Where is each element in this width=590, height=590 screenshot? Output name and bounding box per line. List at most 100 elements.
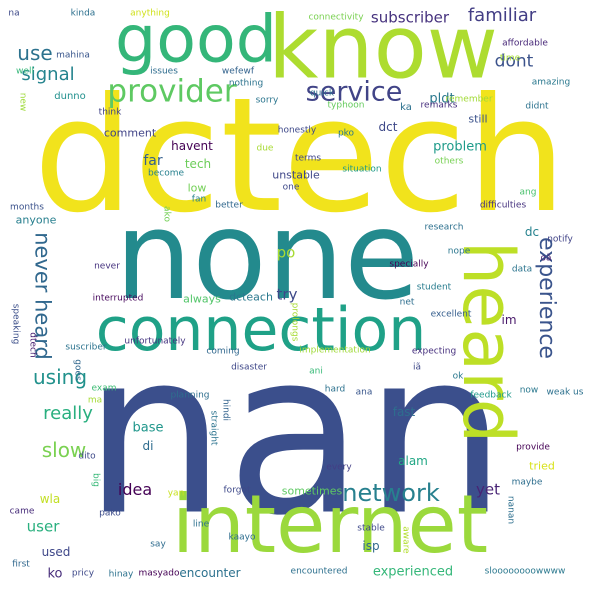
word: difficulties — [479, 200, 527, 211]
word: due — [256, 143, 274, 154]
word: fan — [191, 194, 207, 205]
word: coming — [206, 346, 240, 357]
word: masyado — [138, 568, 180, 579]
word: remarks — [420, 100, 458, 111]
word: use — [17, 41, 53, 65]
word: pko — [337, 128, 355, 139]
word: pldt — [429, 91, 455, 107]
word: nope — [447, 246, 471, 257]
word: service — [305, 76, 403, 108]
word: student — [416, 282, 452, 293]
word: po — [276, 243, 296, 262]
word: specially — [389, 259, 429, 270]
word: anything — [130, 8, 170, 19]
word: hard — [324, 384, 346, 395]
word: isp — [362, 539, 380, 553]
word: dunno — [54, 91, 86, 102]
word: issues — [150, 66, 178, 77]
word: dc tech — [33, 64, 567, 248]
word: connectivity — [308, 12, 364, 23]
word: tried — [529, 459, 555, 473]
word: na — [8, 8, 20, 19]
word: line — [192, 519, 210, 530]
word: ko — [47, 566, 63, 582]
word: experienced — [372, 564, 454, 580]
word: research — [424, 222, 464, 233]
word: say — [150, 539, 166, 550]
word: kaayo — [228, 532, 256, 543]
word: know — [268, 0, 498, 99]
word: feedback — [470, 390, 512, 401]
word: typhoon — [327, 100, 365, 111]
word: every — [326, 462, 352, 473]
word: forgot — [223, 485, 251, 496]
word: always — [183, 292, 221, 306]
word: didnt — [525, 101, 549, 112]
word: wefewf — [221, 66, 255, 77]
word: none — [114, 185, 420, 327]
word: dito — [78, 451, 96, 462]
word: good — [114, 2, 278, 78]
word: kinda — [70, 8, 96, 19]
word: pricy — [71, 568, 95, 579]
word: sometimes — [281, 484, 343, 498]
word: suscriber — [65, 342, 107, 353]
word: far — [143, 153, 163, 169]
word: ok — [452, 371, 464, 382]
word: months — [10, 202, 44, 213]
word: aware — [400, 526, 411, 554]
word: well — [16, 66, 34, 77]
word: maybe — [511, 477, 543, 488]
word: yan — [167, 488, 185, 499]
word: provide — [516, 442, 550, 453]
word: big — [90, 473, 101, 487]
word: hinay — [108, 569, 134, 580]
word: ang — [519, 187, 537, 198]
word: network — [342, 479, 440, 507]
word: oã — [540, 253, 552, 264]
word: dont — [494, 51, 534, 72]
word: better — [215, 200, 243, 211]
word: affordable — [502, 38, 548, 49]
word: speaking — [10, 303, 21, 345]
word: time — [499, 53, 521, 64]
word: ka — [400, 102, 412, 113]
word: situation — [342, 164, 382, 175]
word: anyone — [15, 213, 57, 227]
word: wla — [39, 492, 61, 506]
word: implementation — [299, 345, 371, 356]
word: came — [9, 506, 35, 517]
word: user — [26, 517, 60, 536]
word: slow — [41, 438, 87, 462]
word: become — [147, 168, 185, 179]
word: fast — [392, 405, 416, 419]
word: subscriber — [370, 8, 450, 27]
word: familiar — [467, 5, 537, 26]
word: ma — [87, 395, 103, 406]
word: ana — [355, 387, 373, 398]
word: try — [276, 285, 298, 304]
word: internet — [171, 478, 489, 571]
word: still — [468, 112, 488, 126]
word: tech — [184, 157, 212, 171]
word: signal — [21, 64, 75, 85]
word: dc — [524, 225, 540, 239]
word: dcteach — [229, 290, 273, 304]
word: terms — [294, 153, 322, 164]
word: nan — [83, 303, 507, 566]
word: base — [132, 420, 164, 436]
word: di — [142, 439, 154, 453]
word: quick — [309, 88, 335, 99]
word: comment — [103, 126, 157, 140]
word: idea — [117, 480, 153, 499]
word: dct — [378, 120, 398, 134]
word: using — [32, 365, 88, 389]
word: alam — [398, 454, 428, 468]
word: really — [43, 403, 93, 424]
word: encountered — [290, 566, 348, 577]
word: notify — [547, 234, 573, 245]
word: used — [41, 545, 71, 559]
word: problem — [433, 139, 487, 155]
word: havent — [171, 139, 213, 153]
